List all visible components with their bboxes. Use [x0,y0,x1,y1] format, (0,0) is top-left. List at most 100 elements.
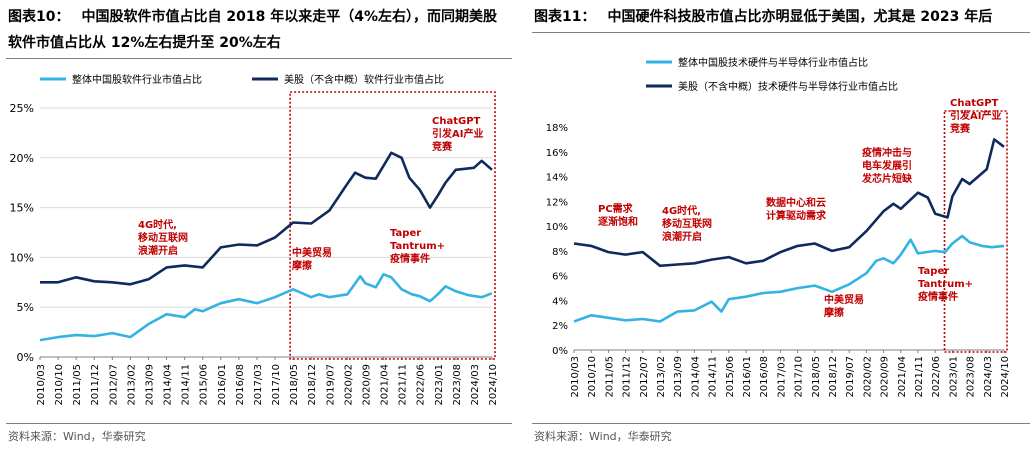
annotation-label: 疫情冲击与 [862,146,912,159]
x-tick-label: 2016/01 [742,356,753,398]
annotation-label: 浪潮开启 [662,230,702,243]
y-tick-label: 12% [546,197,568,208]
chart-title-text: 中国股软件市值占比自 2018 年以来走平（4%左右），而同期美股软件市值占比从… [8,9,497,51]
highlight-box [943,110,1008,353]
y-tick-label: 0% [552,346,568,357]
x-tick-label: 2011/12 [622,356,633,398]
x-tick-label: 2023/08 [452,364,463,406]
legend-label: 美股（不含中概）软件行业市值占比 [284,73,444,86]
chart-panel-hardware: 图表11： 中国硬件科技股市值占比亦明显低于美国，尤其是 2023 年后 整体中国… [526,0,1036,450]
x-tick-label: 2016/01 [217,364,228,406]
annotation-label: 4G时代, [138,218,177,231]
x-tick-label: 2021/04 [897,356,908,398]
source-divider [6,423,512,424]
annotation-label: 引发AI产业 [950,109,1001,122]
x-tick-label: 2014/11 [708,356,719,398]
x-tick-label: 2010/10 [54,364,65,406]
x-tick-label: 2022/06 [931,356,942,398]
x-tick-label: 2024/03 [983,356,994,398]
x-tick-label: 2023/08 [966,356,977,398]
legend-label: 美股（不含中概）技术硬件与半导体行业市值占比 [678,80,898,93]
annotation-label: Tantrum+ [918,279,973,290]
annotation-label: 发芯片短缺 [861,172,913,185]
x-tick-label: 2011/05 [604,356,615,398]
chart-panel-software: 图表10： 中国股软件市值占比自 2018 年以来走平（4%左右），而同期美股软件… [6,4,512,443]
annotation-label: 摩擦 [292,259,312,272]
source-divider [532,423,1030,424]
x-tick-label: 2011/05 [72,364,83,406]
x-tick-label: 2024/03 [470,364,481,406]
x-tick-label: 2013/02 [126,364,137,406]
x-tick-label: 2010/10 [587,356,598,398]
x-tick-label: 2015/06 [199,364,210,406]
y-tick-label: 18% [546,123,568,134]
y-tick-label: 8% [552,247,568,258]
annotation-label: 疫情事件 [918,290,958,303]
x-tick-label: 2019/07 [325,364,336,406]
x-tick-label: 2018/05 [289,364,300,406]
chart-title-tag: 图表10： [8,9,70,25]
series-line [573,138,1005,268]
title-divider [6,58,512,59]
x-tick-label: 2010/03 [570,356,581,398]
annotation-label: 疫情事件 [390,252,430,265]
x-tick-label: 2021/04 [380,364,391,406]
x-tick-label: 2012/07 [639,356,650,398]
annotation-label: 中美贸易 [292,246,332,259]
line-chart-software: 整体中国股软件行业市值占比 美股（不含中概）软件行业市值占比 0% 5% 10% 15% 2… [10,73,499,406]
annotation-label: 数据中心和云 [766,196,826,209]
y-tick-label: 10% [546,222,568,233]
line-chart-hardware: 整体中国股技术硬件与半导体行业市值占比美股（不含中概）技术硬件与半导体行业市值占… [546,56,1011,398]
y-tick-label: 10% [10,251,34,264]
x-tick-label: 2015/06 [725,356,736,398]
x-tick-label: 2014/11 [181,364,192,406]
x-tick-label: 2018/05 [811,356,822,398]
series-line [39,273,493,342]
x-tick-label: 2017/10 [794,356,805,398]
y-tick-label: 0% [17,351,34,364]
annotation-label: 摩擦 [824,306,844,319]
x-tick-label: 2020/09 [361,364,372,406]
x-tick-label: 2013/09 [673,356,684,398]
y-tick-label: 14% [546,173,568,184]
x-tick-label: 2020/09 [880,356,891,398]
x-tick-label: 2023/01 [434,364,445,406]
chart-title: 图表11： 中国硬件科技股市值占比亦明显低于美国，尤其是 2023 年后 [534,4,1034,30]
x-tick-label: 2017/10 [271,364,282,406]
x-tick-label: 2024/10 [488,364,499,406]
source-note: 资料来源：Wind，华泰研究 [534,430,672,443]
y-tick-label: 2% [552,321,568,332]
x-tick-label: 2021/11 [914,356,925,398]
annotation-label: 中美贸易 [824,293,864,306]
annotation-label: 计算驱动需求 [766,209,827,222]
x-tick-label: 2014/04 [690,356,701,398]
annotation-label: 竞赛 [949,122,971,135]
legend-label: 整体中国股技术硬件与半导体行业市值占比 [678,56,868,69]
chart-title: 图表10： 中国股软件市值占比自 2018 年以来走平（4%左右），而同期美股软件… [8,4,508,56]
legend-label: 整体中国股软件行业市值占比 [72,73,202,86]
x-tick-label: 2016/08 [235,364,246,406]
annotation-label: Tantrum+ [390,241,445,252]
annotation-label: 浪潮开启 [138,244,178,257]
annotation-label: 电车发展引 [862,159,912,172]
x-tick-label: 2022/06 [416,364,427,406]
y-tick-label: 16% [546,148,568,159]
annotation-label: Taper [390,228,421,239]
chart-title-tag: 图表11： [534,9,596,25]
annotation-label: 引发AI产业 [432,127,483,140]
title-divider [532,32,1030,33]
series-line [40,151,493,286]
y-tick-label: 20% [10,152,34,165]
x-tick-label: 2013/09 [144,364,155,406]
annotation-label: PC需求 [598,202,634,215]
annotation-label: Taper [918,266,949,277]
annotation-label: 逐渐饱和 [598,215,638,228]
annotation-label: ChatGPT [950,98,999,109]
y-tick-label: 15% [10,202,34,215]
x-tick-label: 2014/04 [163,364,174,406]
x-tick-label: 2019/07 [845,356,856,398]
series-line [573,234,1005,323]
x-tick-label: 2024/10 [1000,356,1011,398]
x-tick-label: 2020/02 [343,364,354,406]
y-tick-label: 25% [10,102,34,115]
